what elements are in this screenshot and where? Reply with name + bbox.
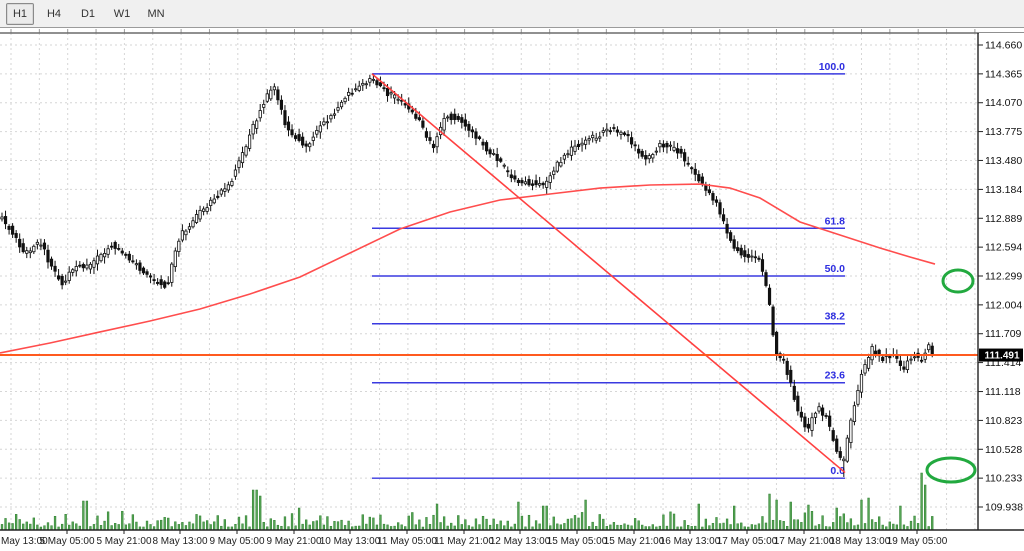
- time-tick-label: 15 May 21:00: [604, 536, 665, 547]
- descending-trendline[interactable]: [371, 73, 846, 474]
- time-tick-label: 12 May 13:00: [490, 536, 551, 547]
- svg-text:111.491: 111.491: [984, 351, 1019, 362]
- fibonacci-retracement[interactable]: 100.0 61.8 50.0 38.2 23.6 0.0: [372, 61, 846, 479]
- time-tick-label: 15 May 05:00: [547, 536, 608, 547]
- fib-level-label: 61.8: [825, 215, 846, 227]
- price-axis[interactable]: 114.660 114.365 114.070 113.775 113.480 113.1…: [977, 33, 1024, 530]
- timeframe-w1-button[interactable]: W1: [113, 7, 131, 20]
- time-tick-label: May 13:00: [1, 536, 48, 547]
- fib-level-label: 23.6: [825, 370, 846, 382]
- price-tick-label: 114.365: [985, 68, 1022, 80]
- price-tick-label: 112.299: [985, 271, 1022, 283]
- time-tick-label: 18 May 13:00: [830, 536, 891, 547]
- time-tick-label: 19 May 05:00: [887, 536, 948, 547]
- time-tick-label: 5 May 21:00: [96, 536, 151, 547]
- timeframe-d1-button[interactable]: D1: [80, 7, 96, 20]
- time-tick-label: 11 May 21:00: [434, 536, 494, 547]
- price-tick-label: 112.594: [985, 242, 1022, 254]
- time-tick-label: 16 May 13:00: [660, 536, 721, 547]
- current-price-badge: 111.491: [979, 348, 1023, 362]
- volume-bars: [0, 472, 934, 531]
- time-tick-label: 9 May 21:00: [266, 536, 321, 547]
- time-tick-label: 5 May 05:00: [39, 536, 94, 547]
- timeframe-mn-button[interactable]: MN: [147, 7, 165, 20]
- time-tick-label: 8 May 13:00: [152, 536, 207, 547]
- time-tick-label: 9 May 05:00: [209, 536, 264, 547]
- fib-level-label: 100.0: [819, 61, 845, 73]
- time-tick-label: 17 May 21:00: [774, 536, 835, 547]
- price-tick-label: 113.184: [985, 184, 1022, 196]
- chart-top-border: [0, 29, 1024, 34]
- fib-level-label: 0.0: [830, 465, 845, 477]
- time-tick-label: 11 May 05:00: [377, 536, 437, 547]
- time-tick-label: 10 May 13:00: [320, 536, 381, 547]
- ellipse-annotation[interactable]: [941, 268, 975, 294]
- timeframe-h1-button[interactable]: H1: [6, 2, 34, 25]
- time-axis[interactable]: May 13:005 May 05:00 5 May 21:00 8 May 13:…: [0, 529, 1024, 547]
- fib-level-label: 50.0: [825, 263, 846, 275]
- price-tick-label: 113.775: [985, 126, 1022, 138]
- price-tick-label: 111.709: [985, 328, 1022, 340]
- price-tick-label: 113.480: [985, 155, 1022, 167]
- price-tick-label: 110.528: [985, 444, 1022, 456]
- time-tick-label: 17 May 05:00: [717, 536, 778, 547]
- price-tick-label: 114.070: [985, 97, 1022, 109]
- price-tick-label: 110.823: [985, 415, 1022, 427]
- price-tick-label: 114.660: [985, 40, 1022, 52]
- candlesticks: [0, 73, 934, 477]
- annotation-ellipses[interactable]: [925, 268, 977, 484]
- fib-level-label: 38.2: [825, 311, 846, 323]
- price-tick-label: 112.889: [985, 213, 1022, 225]
- price-tick-label: 112.004: [985, 299, 1022, 311]
- timeframe-toolbar: H1 H4 D1 W1 MN: [0, 0, 1024, 28]
- price-tick-label: 109.938: [985, 502, 1023, 514]
- price-tick-label: 110.233: [985, 473, 1022, 485]
- price-tick-label: 111.118: [985, 386, 1021, 398]
- moving-average-line[interactable]: [0, 183, 936, 354]
- ellipse-annotation[interactable]: [925, 456, 977, 484]
- timeframe-h4-button[interactable]: H4: [46, 7, 62, 20]
- chart-grid: [0, 33, 978, 530]
